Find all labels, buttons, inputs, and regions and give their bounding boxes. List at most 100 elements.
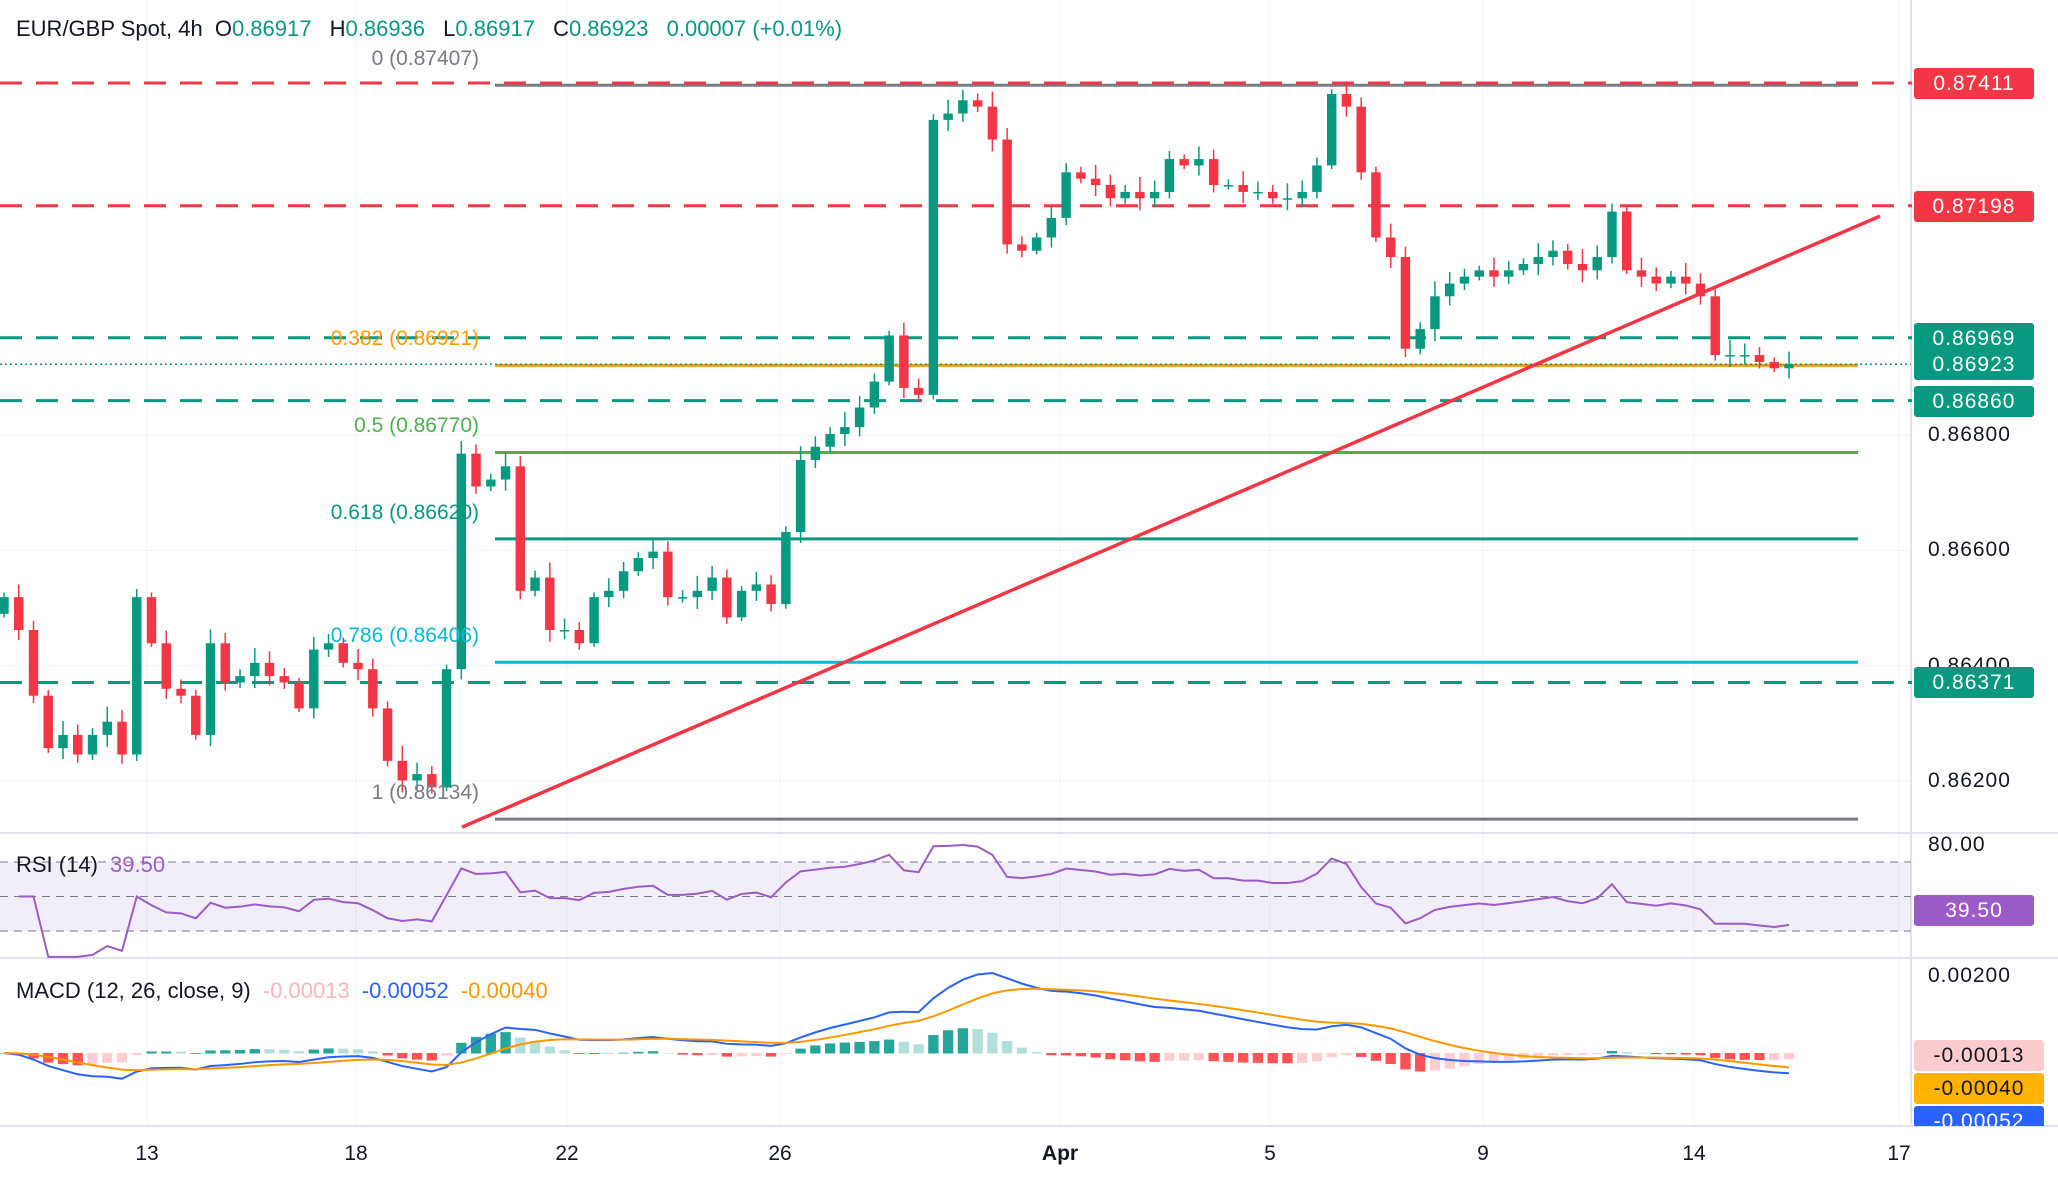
open-value: 0.86917 — [231, 16, 312, 41]
candle-body — [1459, 276, 1470, 284]
macd-histogram-bar — [441, 1053, 452, 1056]
macd-histogram-bar — [1046, 1053, 1057, 1056]
candle-body — [884, 335, 894, 382]
macd-histogram-bar — [1415, 1053, 1426, 1072]
macd-hist-value: -0.00013 — [262, 978, 350, 1003]
candle-body — [1253, 191, 1263, 194]
macd-histogram-bar — [1282, 1053, 1293, 1064]
candle-body — [1312, 165, 1322, 192]
candle-body — [294, 682, 304, 709]
candle-body — [132, 597, 142, 755]
macd-histogram-bar — [1356, 1053, 1367, 1057]
macd-histogram-bar — [1665, 1053, 1677, 1055]
candle-body — [1282, 198, 1293, 200]
candle-body — [825, 434, 835, 447]
candle-body — [1548, 250, 1558, 258]
candle-body — [235, 676, 245, 683]
close-value: 0.86923 — [568, 16, 649, 41]
macd-histogram-bar — [544, 1046, 555, 1054]
candle-body — [28, 630, 39, 696]
candle-body — [176, 688, 186, 696]
x-axis-label: 14 — [1682, 1142, 1706, 1165]
fib-level-label: 0 (0.87407) — [371, 47, 479, 71]
macd-histogram-bar — [1429, 1053, 1441, 1071]
macd-histogram-bar — [1385, 1053, 1396, 1064]
macd-histogram-bar — [869, 1041, 880, 1054]
candle-body — [1002, 139, 1012, 245]
candle-body — [117, 721, 127, 755]
macd-histogram-bar — [205, 1050, 216, 1054]
macd-histogram-bar — [175, 1051, 187, 1054]
macd-histogram-bar — [1134, 1053, 1146, 1062]
candle-body — [1385, 237, 1396, 258]
macd-histogram-bar — [839, 1042, 851, 1054]
candle-body — [279, 676, 290, 683]
macd-histogram-bar — [1326, 1053, 1337, 1058]
candle-body — [87, 734, 98, 755]
candle-body — [1710, 296, 1720, 356]
macd-histogram-bar — [1488, 1053, 1500, 1063]
macd-histogram-bar — [588, 1053, 600, 1055]
macd-histogram-bar — [279, 1049, 290, 1054]
low-label: L — [443, 16, 456, 41]
candle-body — [958, 100, 968, 114]
candle-body — [353, 662, 363, 670]
symbol-title: EUR/GBP Spot, 4h — [16, 16, 203, 41]
candle-body — [1562, 250, 1573, 264]
candle-body — [427, 774, 437, 788]
candle-body — [795, 459, 806, 533]
macd-histogram-bar — [1651, 1053, 1662, 1055]
candle-body — [1400, 257, 1411, 349]
candle-body — [1518, 263, 1529, 271]
macd-histogram-bar — [1710, 1053, 1721, 1058]
x-axis-label: 18 — [344, 1142, 368, 1165]
candle-body — [1356, 106, 1366, 173]
candle-body — [191, 695, 201, 735]
macd-header: MACD (12, 26, close, 9) -0.00013 -0.0005… — [16, 978, 554, 1004]
macd-histogram-bar — [338, 1048, 349, 1054]
candle-body — [1194, 159, 1204, 166]
candle-body — [0, 597, 9, 614]
macd-histogram-bar — [1562, 1053, 1573, 1055]
macd-line-value: -0.00052 — [361, 978, 449, 1003]
candle-body — [1120, 191, 1130, 199]
candle-body — [205, 643, 216, 735]
macd-histogram-bar — [942, 1030, 954, 1054]
candle-body — [987, 106, 998, 140]
macd-histogram-bar — [987, 1032, 998, 1054]
macd-histogram-bar — [1592, 1053, 1603, 1054]
candle-body — [1444, 283, 1455, 297]
macd-histogram-bar — [1606, 1050, 1618, 1054]
rsi-value-tag: 39.50 — [1914, 895, 2034, 926]
candle-body — [1769, 361, 1779, 369]
candle-body — [456, 453, 467, 670]
macd-histogram-bar — [87, 1053, 98, 1065]
macd-histogram-bar — [1075, 1053, 1087, 1057]
candle-body — [810, 446, 821, 460]
candle-body — [220, 643, 231, 683]
candle-body — [751, 584, 762, 591]
candle-body — [1651, 276, 1661, 284]
candle-body — [58, 734, 68, 749]
macd-histogram-bar — [293, 1051, 305, 1054]
candle-body — [840, 427, 850, 435]
candle-body — [677, 597, 688, 599]
macd-histogram-bar — [131, 1053, 142, 1055]
macd-histogram-bar — [1459, 1053, 1470, 1067]
candle-body — [73, 734, 83, 755]
trendline — [461, 214, 1881, 829]
macd-signal-tag: -0.00040 — [1914, 1073, 2044, 1104]
fib-level-label: 0.5 (0.86770) — [354, 414, 479, 438]
macd-histogram-bar — [751, 1053, 762, 1057]
change-value: 0.00007 (+0.01%) — [666, 16, 843, 41]
candle-body — [1415, 329, 1425, 349]
candle-body — [323, 643, 334, 650]
candle-body — [1430, 296, 1440, 330]
fib-level-label: 0.618 (0.86620) — [330, 500, 479, 524]
open-label: O — [214, 16, 232, 41]
rsi-axis-label: 80.00 — [1928, 833, 1986, 856]
candle-body — [972, 100, 983, 107]
macd-histogram-bar — [529, 1041, 541, 1054]
candle-body — [1164, 159, 1175, 192]
